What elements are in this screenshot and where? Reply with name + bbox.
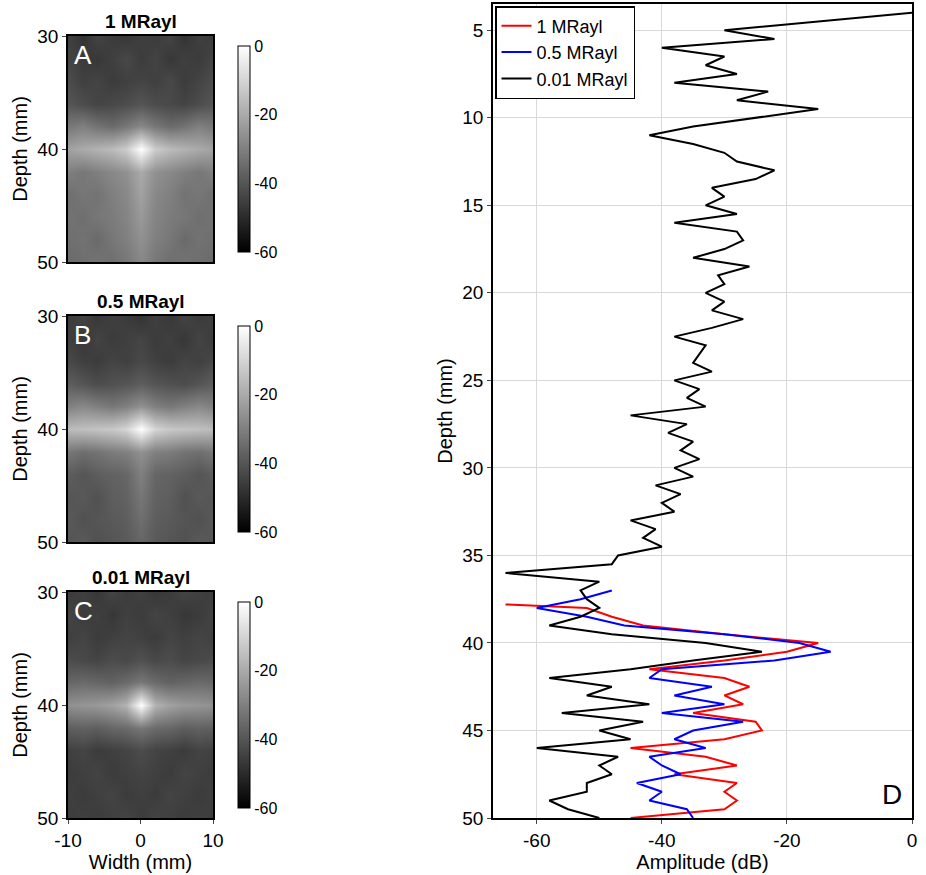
svg-text:-60: -60 [254,800,277,817]
svg-text:1 MRayl: 1 MRayl [105,11,177,32]
svg-text:35: 35 [462,545,483,566]
svg-text:C: C [74,596,93,626]
svg-text:Amplitude (dB): Amplitude (dB) [636,851,768,873]
svg-text:0: 0 [135,830,146,851]
svg-text:-40: -40 [254,175,277,192]
svg-text:20: 20 [462,282,483,303]
svg-text:-40: -40 [254,455,277,472]
svg-text:40: 40 [37,419,58,440]
svg-text:50: 50 [37,252,58,273]
svg-text:-40: -40 [254,731,277,748]
svg-text:30: 30 [462,458,483,479]
svg-text:0.01 MRayl: 0.01 MRayl [92,567,190,588]
svg-text:-60: -60 [254,524,277,541]
svg-text:40: 40 [37,139,58,160]
svg-text:50: 50 [37,808,58,829]
svg-text:-60: -60 [523,830,550,851]
svg-text:-40: -40 [648,830,675,851]
svg-text:30: 30 [37,306,58,327]
svg-text:15: 15 [462,195,483,216]
svg-text:-20: -20 [254,386,277,403]
svg-text:1 MRayl: 1 MRayl [537,17,603,37]
svg-text:0: 0 [907,830,918,851]
svg-text:0: 0 [254,594,263,611]
svg-text:Depth (mm): Depth (mm) [434,358,456,464]
svg-text:B: B [74,320,91,350]
svg-text:30: 30 [37,582,58,603]
svg-text:Depth (mm): Depth (mm) [9,652,31,758]
svg-text:0.5 MRayl: 0.5 MRayl [97,291,185,312]
svg-text:-20: -20 [254,106,277,123]
svg-text:10: 10 [462,107,483,128]
svg-text:25: 25 [462,370,483,391]
svg-text:-20: -20 [773,830,800,851]
svg-text:40: 40 [462,633,483,654]
svg-text:Depth (mm): Depth (mm) [9,96,31,202]
svg-text:-60: -60 [254,244,277,261]
svg-text:A: A [74,40,92,70]
svg-text:45: 45 [462,720,483,741]
svg-text:40: 40 [37,695,58,716]
svg-text:0.5 MRayl: 0.5 MRayl [537,43,618,63]
svg-text:10: 10 [202,830,223,851]
svg-text:-20: -20 [254,662,277,679]
svg-text:30: 30 [37,26,58,47]
svg-text:Width (mm): Width (mm) [89,851,192,873]
svg-text:0: 0 [254,38,263,55]
svg-text:5: 5 [473,20,484,41]
svg-text:50: 50 [37,532,58,553]
svg-text:D: D [882,779,902,810]
svg-text:0: 0 [254,318,263,335]
svg-text:0.01 MRayl: 0.01 MRayl [537,70,628,90]
svg-text:-10: -10 [54,830,81,851]
svg-text:Depth (mm): Depth (mm) [9,376,31,482]
svg-text:50: 50 [462,808,483,829]
